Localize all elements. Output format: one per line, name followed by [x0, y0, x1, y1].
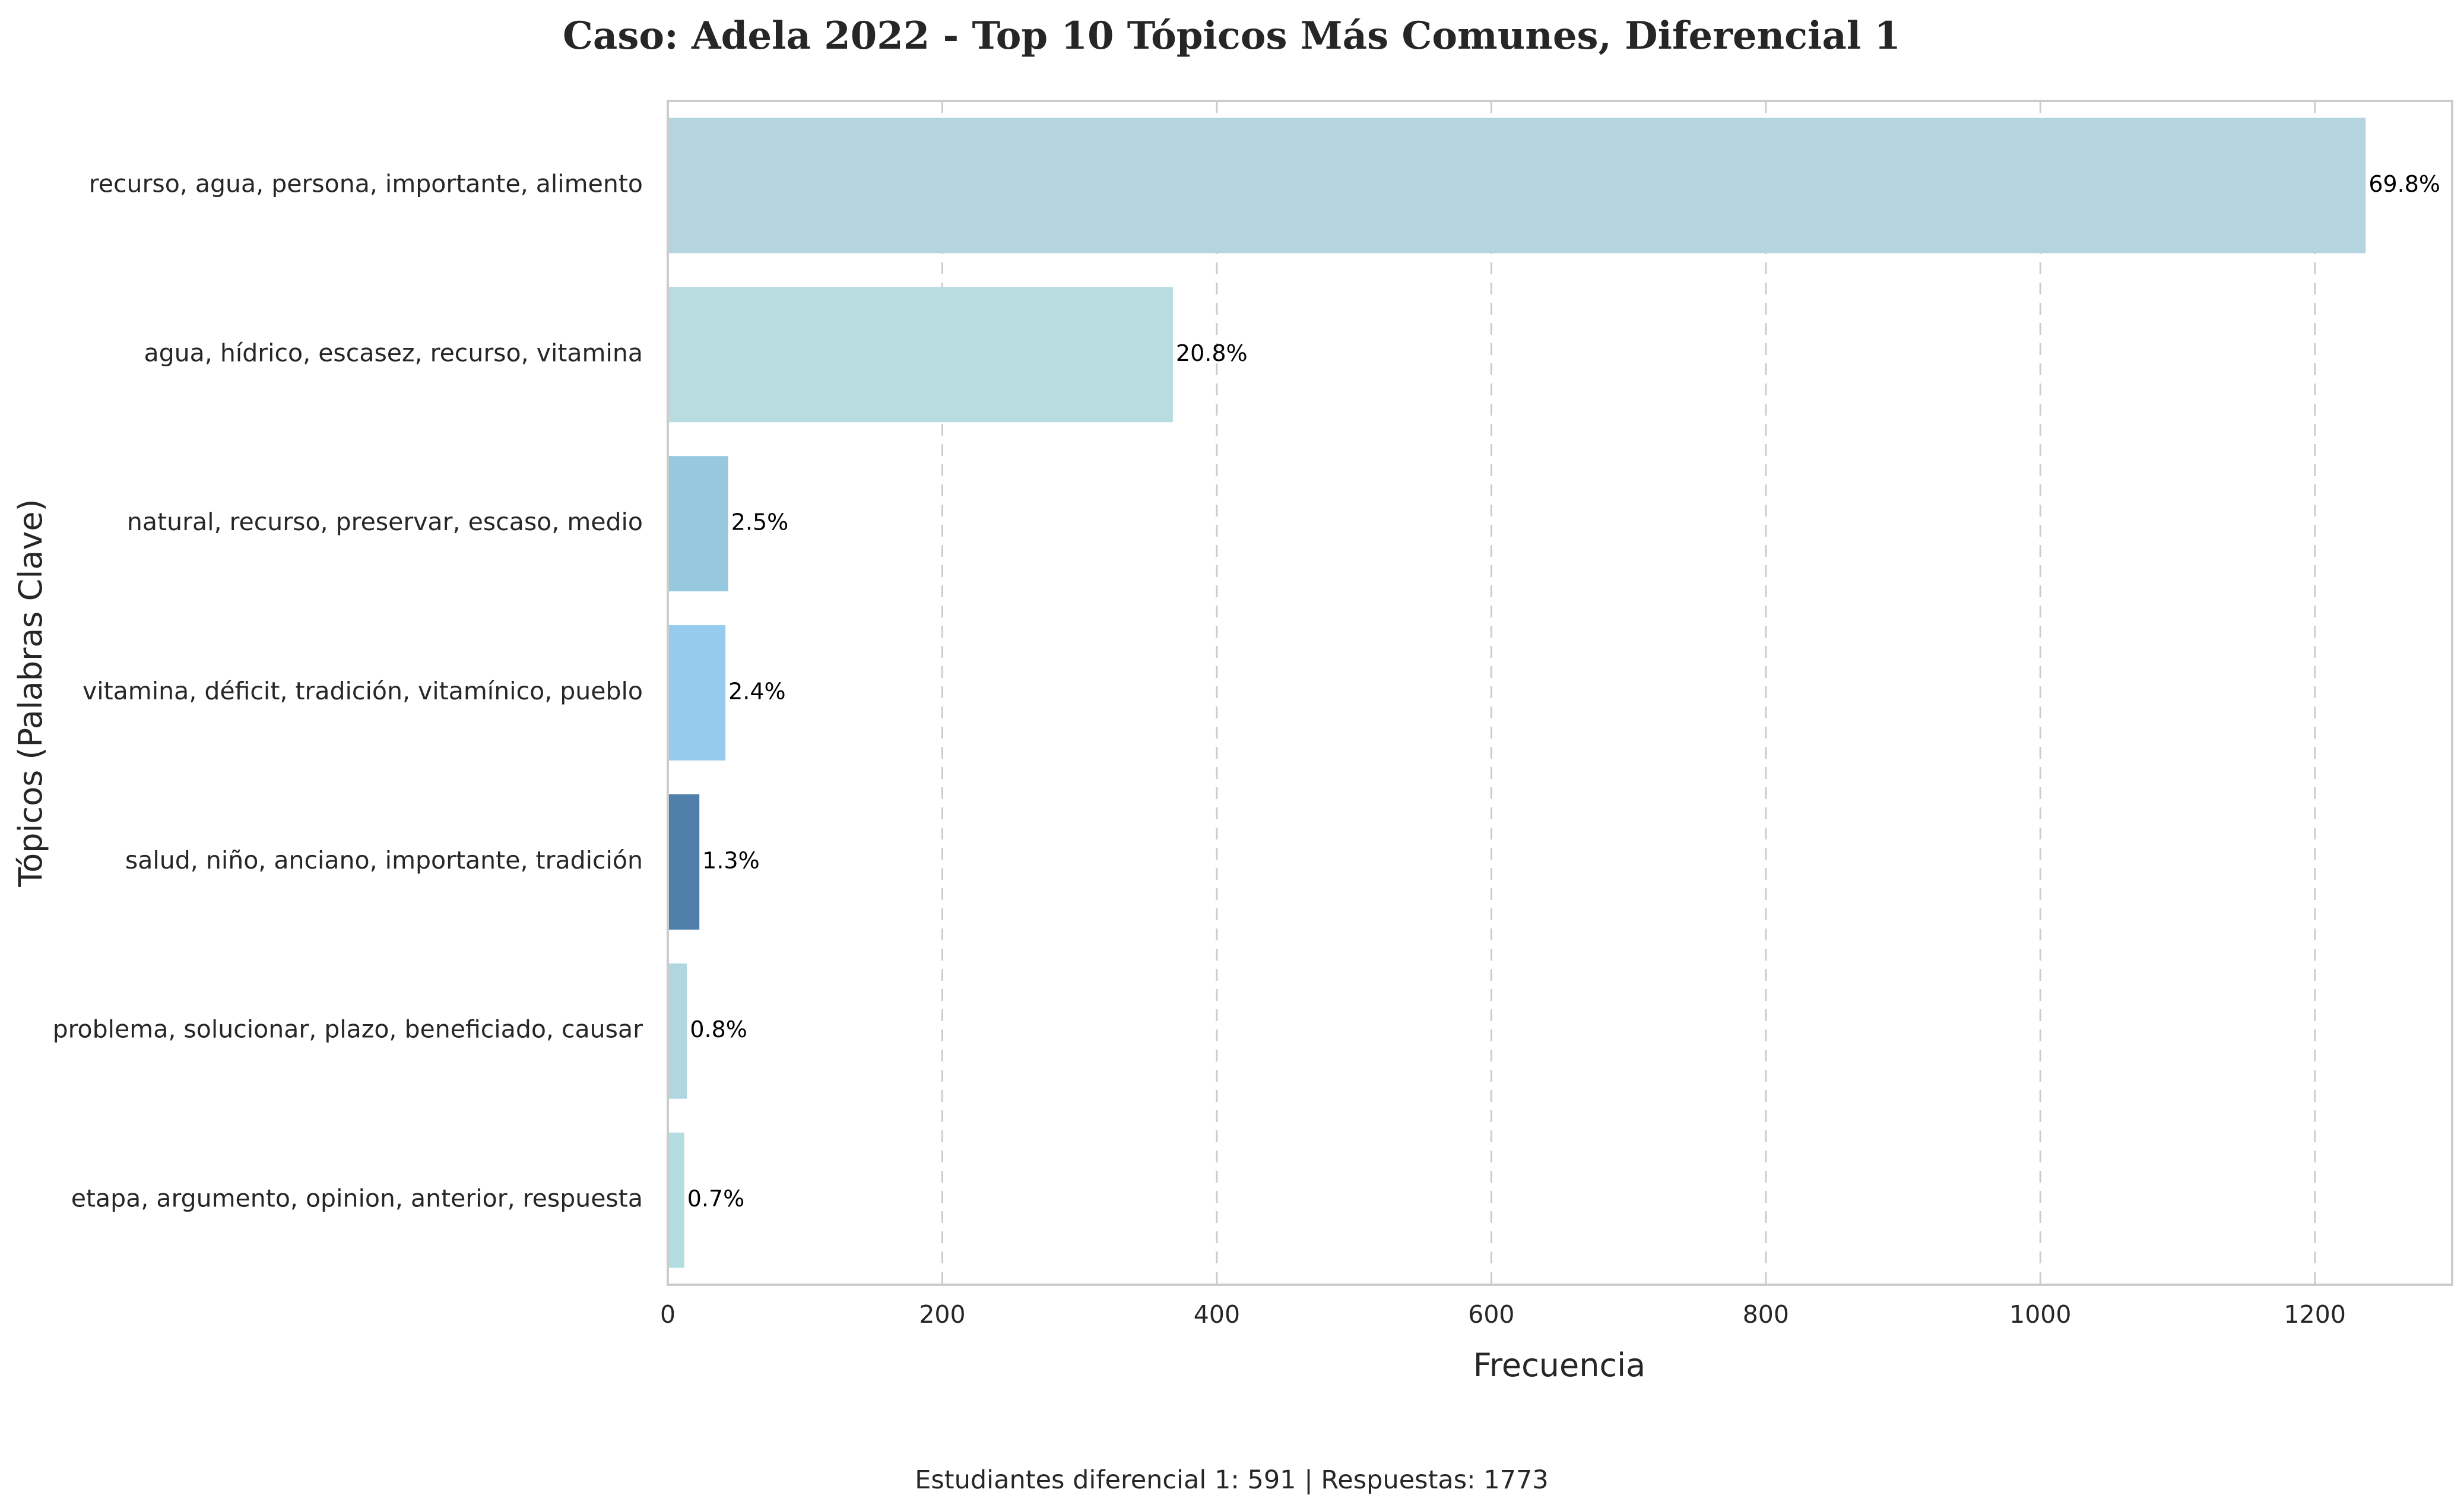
data-label: 0.8%: [690, 1016, 747, 1043]
data-label: 20.8%: [1176, 340, 1248, 366]
grid-lines: [941, 101, 2316, 1285]
x-tick-label: 1000: [2009, 1300, 2071, 1329]
data-label: 69.8%: [2368, 171, 2440, 197]
x-tick-label: 800: [1743, 1300, 1789, 1329]
data-label: 2.4%: [728, 679, 786, 705]
y-tick-label: problema, solucionar, plazo, beneficiado…: [53, 1015, 643, 1044]
data-labels: 69.8% 20.8% 2.5% 2.4% 1.3% 0.8% 0.7%: [687, 171, 2440, 1212]
bar: [668, 1132, 684, 1268]
bar: [668, 625, 726, 761]
y-tick-label: salud, niño, anciano, importante, tradic…: [125, 846, 643, 875]
x-tick-label: 1200: [2284, 1300, 2346, 1329]
y-axis-label: Tópicos (Palabras Clave): [12, 499, 49, 887]
y-tick-label: etapa, argumento, opinion, anterior, res…: [71, 1184, 643, 1213]
bar: [668, 118, 2366, 254]
footer-note: Estudiantes diferencial 1: 591 | Respues…: [915, 1465, 1549, 1495]
y-tick-label: recurso, agua, persona, importante, alim…: [89, 169, 643, 198]
y-tick-label: agua, hídrico, escasez, recurso, vitamin…: [144, 338, 643, 367]
chart-title: Caso: Adela 2022 - Top 10 Tópicos Más Co…: [563, 14, 1901, 58]
y-tick-label: vitamina, déficit, tradición, vitamínico…: [83, 677, 643, 705]
data-label: 1.3%: [702, 847, 760, 873]
bar: [668, 287, 1173, 423]
x-tick-label: 200: [919, 1300, 965, 1329]
y-tick-labels: recurso, agua, persona, importante, alim…: [53, 169, 643, 1212]
x-tick-label: 0: [660, 1300, 676, 1329]
x-tick-labels: 0 200 400 600 800 1000 1200: [660, 1300, 2346, 1329]
bar: [668, 794, 700, 930]
x-tick-label: 400: [1194, 1300, 1240, 1329]
bar: [668, 456, 728, 592]
x-axis-label: Frecuencia: [1473, 1346, 1646, 1384]
data-label: 0.7%: [687, 1186, 745, 1212]
y-tick-label: natural, recurso, preservar, escaso, med…: [127, 508, 643, 536]
data-label: 2.5%: [731, 509, 789, 536]
plot-frame: [667, 100, 2453, 1286]
bar: [668, 963, 687, 1099]
x-tick-label: 600: [1468, 1300, 1514, 1329]
bars: [668, 118, 2366, 1268]
